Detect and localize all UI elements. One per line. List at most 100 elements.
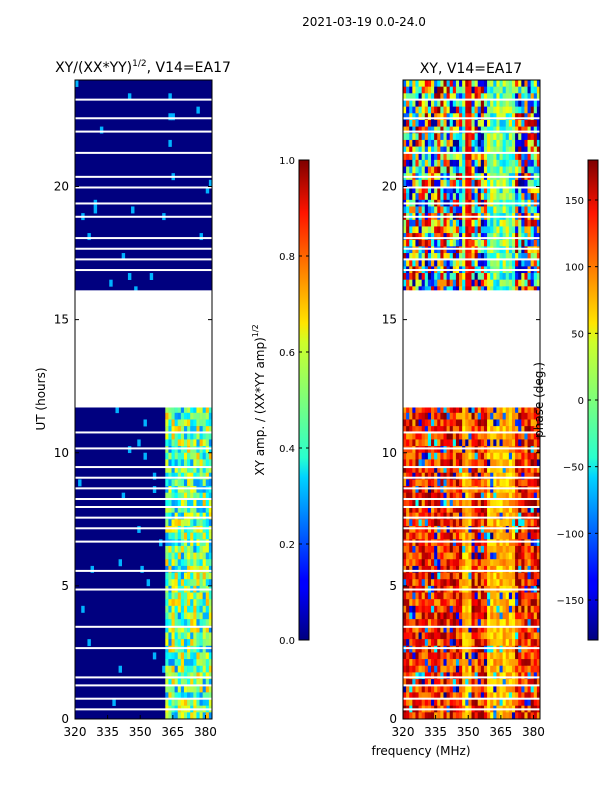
heatmap-cell [168,419,172,427]
heatmap-cell [474,565,479,573]
heatmap-cell [533,639,538,647]
heatmap-cell [515,486,519,493]
heatmap-cell [421,632,426,640]
heatmap-cell [499,639,503,647]
heatmap-cell [174,432,179,440]
heatmap-cell [502,479,507,487]
heatmap-cell [183,712,188,720]
heatmap-cell [511,406,516,414]
heatmap-cell [487,565,491,573]
heatmap-cell [496,632,500,640]
heatmap-cell [199,552,203,560]
heatmap-cell [193,406,197,414]
heatmap-cell [205,412,210,420]
heatmap-cell [459,253,463,261]
heatmap-cell [515,99,519,107]
heatmap-cell [502,632,507,640]
heatmap-cell [208,446,213,454]
heatmap-cell [477,645,482,653]
heatmap-cell [530,253,535,261]
heatmap-cell [508,279,513,287]
heatmap-cell [415,233,419,241]
heatmap-cell [477,492,482,500]
heatmap-cell [403,559,407,567]
heatmap-cell [474,519,479,527]
heatmap-cell [208,712,213,720]
heatmap-cell [440,552,444,560]
heatmap-cell [465,466,469,474]
heatmap-cell [168,592,172,600]
heatmap-cell [174,632,179,640]
heatmap-cell [449,552,454,560]
heatmap-cell [421,93,426,101]
heatmap-cell [477,426,482,434]
heatmap-cell [418,80,422,87]
flagged-row [75,684,212,687]
heatmap-cell [183,632,188,640]
heatmap-cell [483,446,488,454]
heatmap-cell [477,506,482,513]
flagged-row [75,117,212,120]
heatmap-cell [462,619,466,627]
heatmap-cell [474,153,479,161]
left-title-exp: 1/2 [132,59,146,69]
heatmap-cell [446,253,450,261]
heatmap-cell [496,153,500,161]
heatmap-cell [487,519,491,527]
heatmap-cell [471,512,475,520]
heatmap-cell [462,273,466,280]
heatmap-cell [208,579,213,587]
heatmap-cell [434,559,438,567]
heatmap-cell [177,572,182,580]
heatmap-cell [502,193,507,201]
heatmap-cell [424,146,429,154]
heatmap-cell [440,246,444,254]
heatmap-cell [468,86,472,94]
heatmap-cell [521,226,525,234]
heatmap-cell [424,652,429,660]
heatmap-cell [515,113,519,121]
heatmap-cell [483,525,488,533]
heatmap-cell [202,406,207,414]
heatmap-cell [511,193,516,201]
heatmap-cell [530,652,535,660]
heatmap-cell [427,439,432,447]
heatmap-cell [524,679,528,687]
heatmap-cell [446,599,450,607]
heatmap-cell [443,472,447,480]
heatmap-cell [462,472,466,480]
heatmap-cell [412,186,416,194]
heatmap-cell [536,486,541,493]
heatmap-cell [527,539,531,547]
heatmap-cell [449,452,454,460]
heatmap-cell [208,539,213,547]
heatmap-cell [518,426,522,434]
heatmap-cell [440,426,444,434]
heatmap-cell [180,572,185,580]
heatmap-cell [465,273,469,280]
heatmap-cell [536,466,541,474]
heatmap-cell [511,166,516,174]
heatmap-cell [483,226,488,234]
heatmap-cell [452,699,457,706]
heatmap-cell [493,146,497,154]
heatmap-cell [508,479,513,487]
heatmap-cell [440,126,444,134]
heatmap-cell [165,519,169,527]
heatmap-cell [431,539,435,547]
heatmap-cell [496,612,500,620]
heatmap-cell [434,605,438,613]
heatmap-cell [455,446,460,454]
heatmap-cell [462,412,466,420]
heatmap-cell [205,432,210,440]
heatmap-cell [530,539,535,547]
heatmap-cell [183,492,188,500]
heatmap-cell [174,672,179,680]
heatmap-cell [477,652,482,660]
heatmap-cell [533,652,538,660]
heatmap-cell [462,486,466,493]
heatmap-cell [499,532,503,540]
heatmap-cell [452,545,457,553]
heatmap-cell [177,599,182,607]
heatmap-cell [412,486,416,493]
